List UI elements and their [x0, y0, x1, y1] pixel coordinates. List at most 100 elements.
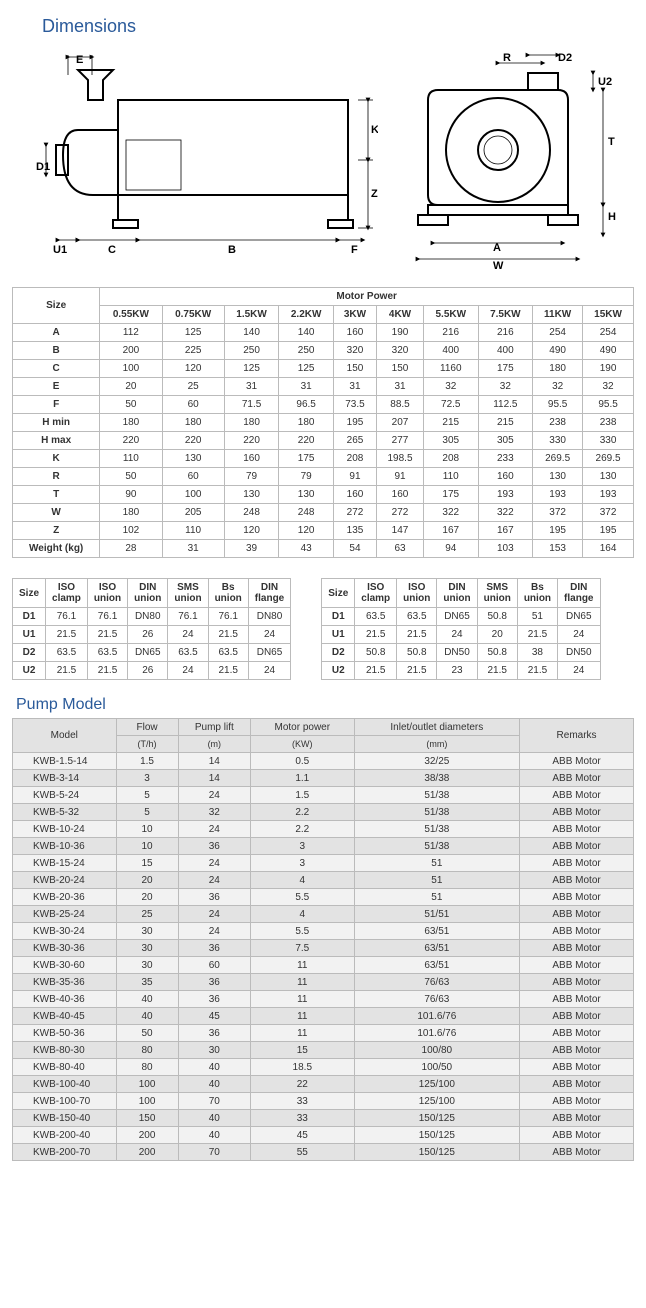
cell: 140 — [224, 324, 279, 342]
cell: 5 — [116, 787, 178, 804]
row-label: E — [13, 378, 100, 396]
cell: 51/38 — [354, 804, 520, 821]
cell: 63.5 — [87, 644, 127, 662]
row-label: R — [13, 468, 100, 486]
cell: 100 — [162, 486, 224, 504]
cell: 43 — [279, 540, 334, 558]
cell: 233 — [478, 450, 533, 468]
table-row: KWB-3-143141.138/38ABB Motor — [13, 770, 634, 787]
table-row: D250.850.8DN5050.838DN50 — [322, 644, 600, 662]
cell: 95.5 — [583, 396, 634, 414]
cell: 215 — [478, 414, 533, 432]
table-row: KWB-5-325322.251/38ABB Motor — [13, 804, 634, 821]
cell: 150 — [333, 360, 376, 378]
cell: 25 — [116, 906, 178, 923]
cell: 72.5 — [423, 396, 478, 414]
pump-col-header: Inlet/outlet diameters — [354, 719, 520, 736]
cell: 3 — [251, 838, 355, 855]
cell: 193 — [583, 486, 634, 504]
cell: 150 — [116, 1110, 178, 1127]
cell: 36 — [178, 974, 250, 991]
cell: 50.8 — [355, 644, 397, 662]
cell: 21.5 — [87, 626, 127, 644]
cell: 153 — [533, 540, 583, 558]
cell: KWB-200-70 — [13, 1144, 117, 1161]
motor-col-header: 3KW — [333, 306, 376, 324]
cell: 372 — [583, 504, 634, 522]
cell: 130 — [533, 468, 583, 486]
cell: 272 — [333, 504, 376, 522]
cell: 70 — [178, 1093, 250, 1110]
cell: 51/38 — [354, 838, 520, 855]
cell: 76.1 — [46, 608, 88, 626]
cell: 220 — [224, 432, 279, 450]
cell: 225 — [162, 342, 224, 360]
cell: 63 — [377, 540, 424, 558]
table-row: Weight (kg)28313943546394103153164 — [13, 540, 634, 558]
cell: 60 — [162, 468, 224, 486]
cell: ABB Motor — [520, 906, 634, 923]
row-label: U1 — [322, 626, 355, 644]
cell: 125 — [279, 360, 334, 378]
row-label: H max — [13, 432, 100, 450]
size-header: Size — [13, 579, 46, 608]
cell: 91 — [377, 468, 424, 486]
cell: 73.5 — [333, 396, 376, 414]
cell: 24 — [168, 662, 208, 680]
cell: KWB-200-40 — [13, 1127, 117, 1144]
cell: DN80 — [248, 608, 290, 626]
cell: 130 — [279, 486, 334, 504]
label-K: K — [371, 124, 378, 136]
motor-col-header: 5.5KW — [423, 306, 478, 324]
table-row: D163.563.5DN6550.851DN65 — [322, 608, 600, 626]
cell: 20 — [100, 378, 162, 396]
cell: KWB-20-36 — [13, 889, 117, 906]
cell: 11 — [251, 991, 355, 1008]
pump-unit-header: (KW) — [251, 736, 355, 753]
table-row: H max220220220220265277305305330330 — [13, 432, 634, 450]
cell: 36 — [178, 991, 250, 1008]
cell: KWB-1.5-14 — [13, 753, 117, 770]
cell: 50 — [100, 468, 162, 486]
table-row: W180205248248272272322322372372 — [13, 504, 634, 522]
cell: ABB Motor — [520, 957, 634, 974]
cell: 140 — [279, 324, 334, 342]
cell: 220 — [100, 432, 162, 450]
cell: 180 — [162, 414, 224, 432]
cell: ABB Motor — [520, 821, 634, 838]
table-row: Z102110120120135147167167195195 — [13, 522, 634, 540]
cell: 2.2 — [251, 804, 355, 821]
cell: 150 — [377, 360, 424, 378]
row-label: Weight (kg) — [13, 540, 100, 558]
cell: 277 — [377, 432, 424, 450]
cell: 51/38 — [354, 787, 520, 804]
motor-col-header: 0.55KW — [100, 306, 162, 324]
cell: 167 — [423, 522, 478, 540]
cell: 112.5 — [478, 396, 533, 414]
label-U2: U2 — [598, 76, 612, 88]
cell: 79 — [224, 468, 279, 486]
cell: 269.5 — [583, 450, 634, 468]
cell: KWB-30-24 — [13, 923, 117, 940]
cell: 320 — [333, 342, 376, 360]
cell: ABB Motor — [520, 1127, 634, 1144]
cell: 30 — [116, 940, 178, 957]
table-row: KWB-50-36503611101.6/76ABB Motor — [13, 1025, 634, 1042]
cell: 30 — [116, 923, 178, 940]
cell: 11 — [251, 1008, 355, 1025]
cell: 4 — [251, 906, 355, 923]
cell: 51 — [354, 872, 520, 889]
cell: 95.5 — [533, 396, 583, 414]
cell: ABB Motor — [520, 1144, 634, 1161]
cell: KWB-35-36 — [13, 974, 117, 991]
cell: 1160 — [423, 360, 478, 378]
table-row: KWB-40-45404511101.6/76ABB Motor — [13, 1008, 634, 1025]
row-label: H min — [13, 414, 100, 432]
cell: 18.5 — [251, 1059, 355, 1076]
cell: 14 — [178, 753, 250, 770]
cell: KWB-150-40 — [13, 1110, 117, 1127]
table-row: KWB-20-242024451ABB Motor — [13, 872, 634, 889]
label-T: T — [608, 136, 615, 148]
cell: DN65 — [248, 644, 290, 662]
cell: KWB-80-30 — [13, 1042, 117, 1059]
